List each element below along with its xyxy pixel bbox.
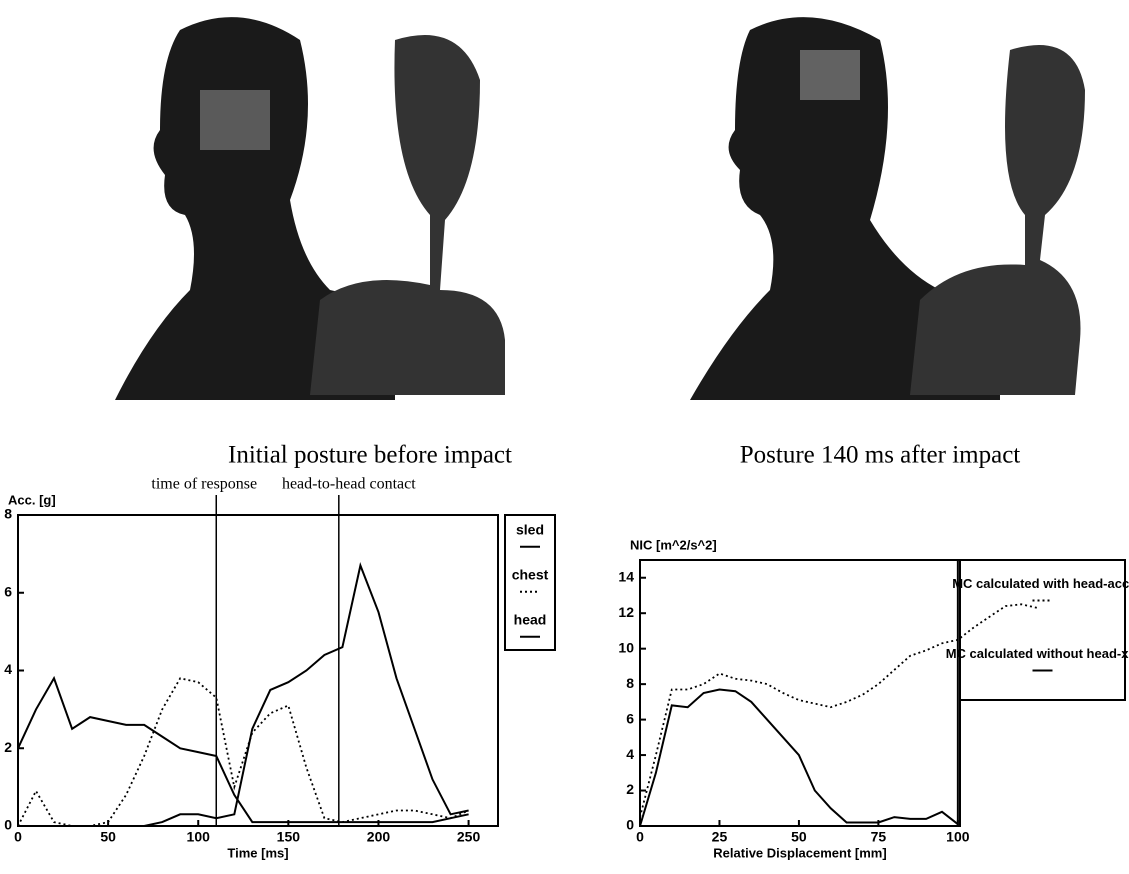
x-tick-label: 25 bbox=[712, 829, 728, 845]
legend-label: chest bbox=[512, 566, 549, 582]
y-tick-label: 0 bbox=[626, 817, 634, 833]
x-axis-label: Time [ms] bbox=[227, 845, 288, 860]
x-tick-label: 200 bbox=[367, 829, 391, 845]
y-tick-label: 10 bbox=[618, 639, 634, 655]
y-tick-label: 0 bbox=[4, 817, 12, 833]
figure: Initial posture before impact Posture 14… bbox=[0, 0, 1129, 874]
y-tick-label: 4 bbox=[4, 661, 12, 677]
caption: Initial posture before impact bbox=[228, 442, 512, 469]
x-tick-label: 100 bbox=[946, 829, 970, 845]
series-line bbox=[18, 678, 469, 822]
y-tick-label: 4 bbox=[626, 746, 634, 762]
y-axis-label: Acc. [g] bbox=[8, 492, 56, 507]
series-line bbox=[640, 690, 958, 827]
y-tick-label: 8 bbox=[626, 675, 634, 691]
legend-label: MC calculated with head-acc. bbox=[952, 576, 1129, 591]
series-line bbox=[18, 678, 469, 826]
legend-label: MC calculated without head-xc. bbox=[946, 646, 1129, 661]
plot-frame bbox=[640, 560, 960, 826]
legend-label: sled bbox=[516, 521, 544, 537]
illustration-initial bbox=[115, 17, 505, 400]
y-axis-label: NIC [m^2/s^2] bbox=[630, 537, 717, 552]
x-tick-label: 0 bbox=[636, 829, 644, 845]
x-tick-label: 0 bbox=[14, 829, 22, 845]
x-tick-label: 250 bbox=[457, 829, 481, 845]
y-tick-label: 6 bbox=[626, 710, 634, 726]
legend-label: head bbox=[514, 611, 547, 627]
x-tick-label: 100 bbox=[187, 829, 211, 845]
series-line bbox=[640, 604, 1037, 817]
x-tick-label: 150 bbox=[277, 829, 301, 845]
page: Initial posture before impact Posture 14… bbox=[0, 0, 1129, 874]
y-tick-label: 8 bbox=[4, 506, 12, 522]
x-tick-label: 75 bbox=[871, 829, 887, 845]
caption: Posture 140 ms after impact bbox=[740, 442, 1021, 469]
y-tick-label: 2 bbox=[4, 739, 12, 755]
x-axis-label: Relative Displacement [mm] bbox=[713, 845, 886, 860]
illustration-after bbox=[690, 17, 1085, 400]
y-tick-label: 2 bbox=[626, 781, 634, 797]
event-label: time of response bbox=[151, 476, 257, 493]
series-line bbox=[18, 566, 469, 827]
y-tick-label: 14 bbox=[618, 568, 634, 584]
x-tick-label: 50 bbox=[791, 829, 807, 845]
plot-frame bbox=[18, 515, 498, 826]
y-tick-label: 12 bbox=[618, 604, 634, 620]
x-tick-label: 50 bbox=[100, 829, 116, 845]
event-label: head-to-head contact bbox=[282, 476, 416, 493]
y-tick-label: 6 bbox=[4, 583, 12, 599]
